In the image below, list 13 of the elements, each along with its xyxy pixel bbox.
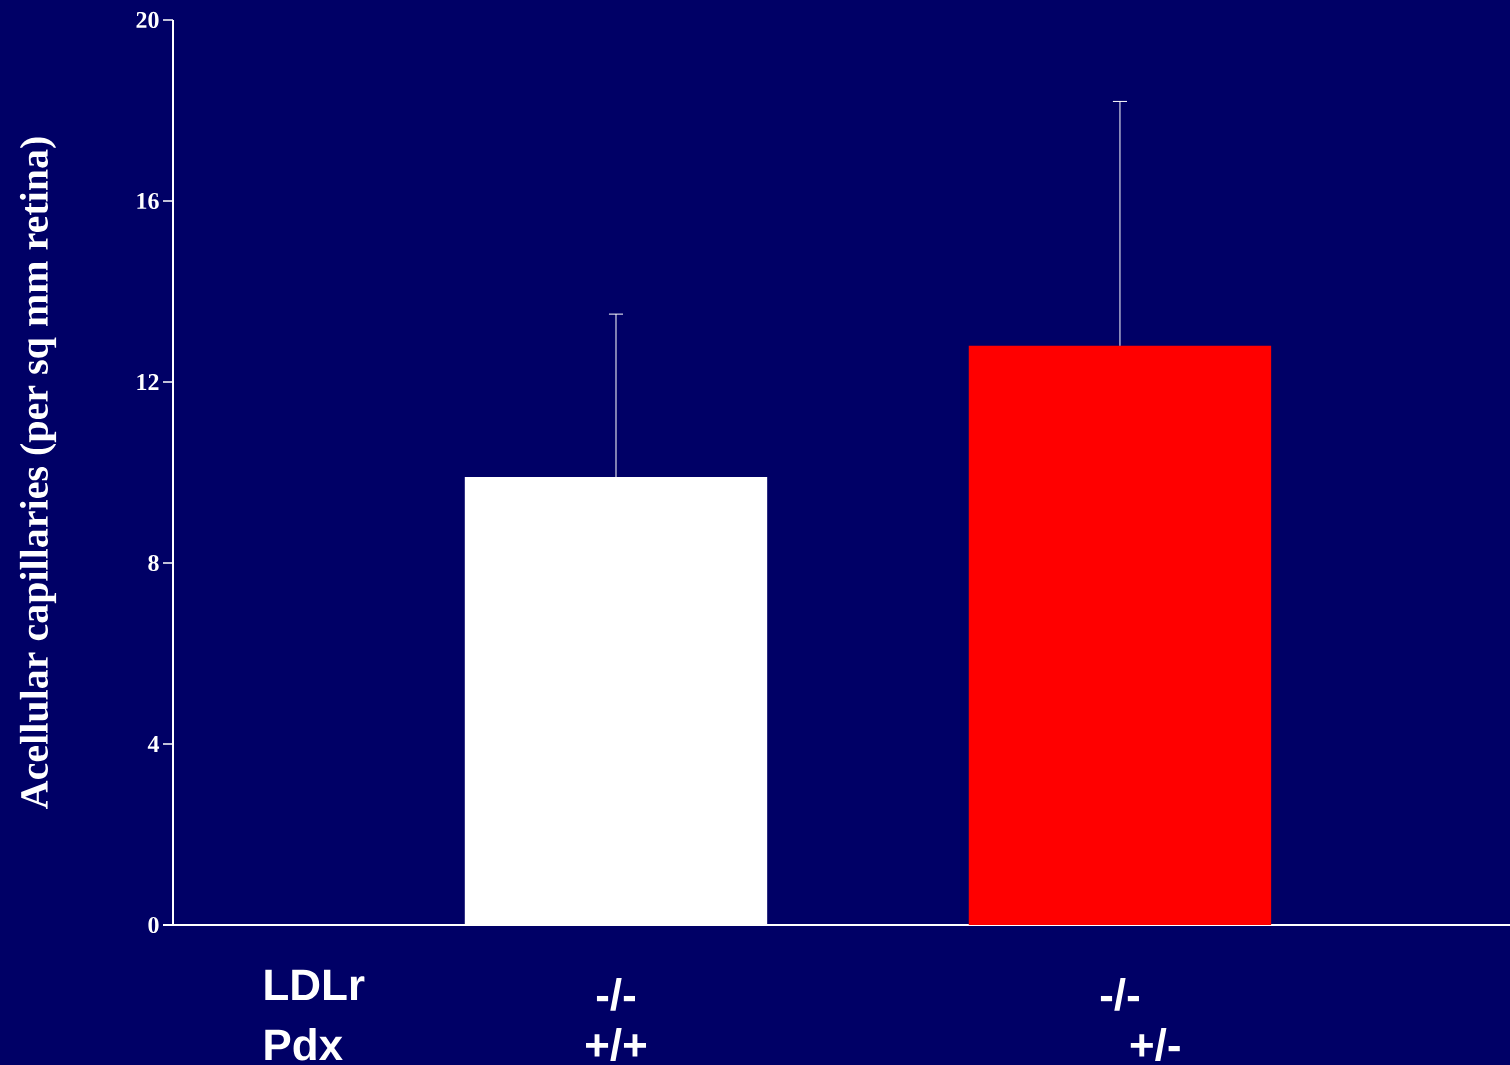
y-tick-label: 12 [137, 374, 159, 390]
text: LDLr [265, 969, 365, 1000]
y-tick-label: 4 [147, 736, 160, 752]
y-tick-label: 0 [148, 916, 159, 934]
y-tick-label: 16 [137, 192, 159, 210]
y-tick-label: 20 [136, 11, 159, 29]
y-tick-label: 8 [148, 554, 159, 572]
text: Pdx [265, 1028, 343, 1061]
x-tick-label: -/- [1100, 978, 1139, 1011]
x-tick-label: -/- [596, 978, 635, 1011]
text: +/+ [586, 1028, 647, 1061]
y-axis-title: Acellular capillaries (per sq mm retina) [19, 137, 57, 809]
text: +/- [1130, 1028, 1180, 1061]
